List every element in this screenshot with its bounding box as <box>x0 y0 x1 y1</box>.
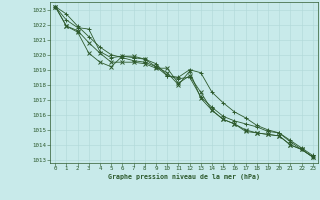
X-axis label: Graphe pression niveau de la mer (hPa): Graphe pression niveau de la mer (hPa) <box>108 173 260 180</box>
